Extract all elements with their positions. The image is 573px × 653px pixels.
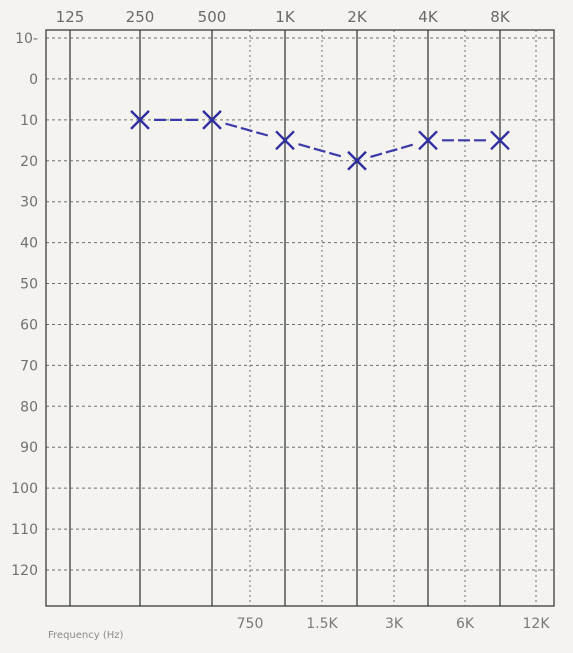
series-layer bbox=[130, 109, 510, 171]
marker-stroke-b bbox=[202, 109, 222, 130]
series-0-segment-3 bbox=[370, 143, 415, 158]
tick-label-bottom-1-5k: 1.5K bbox=[306, 616, 338, 632]
tick-label-bottom-750: 750 bbox=[237, 616, 264, 632]
data-point-marker-1k bbox=[275, 130, 295, 151]
tick-label-db-1: 0 bbox=[29, 72, 38, 88]
data-point-marker-4k bbox=[418, 130, 438, 151]
marker-stroke-b bbox=[130, 109, 150, 130]
tick-label-top-4k: 4K bbox=[418, 8, 439, 26]
tick-label-db-13: 120 bbox=[11, 563, 38, 579]
tick-label-top-250: 250 bbox=[126, 8, 155, 26]
data-point-marker-8k bbox=[490, 130, 510, 151]
tick-label-db-2: 10 bbox=[20, 113, 38, 129]
tick-label-db-0: 10- bbox=[15, 31, 38, 47]
tick-labels: 125 250 500 1K 2K 4K 8K 750 1.5K 3K 6K 12K 10- 0 10 20 3… bbox=[11, 8, 550, 632]
tick-label-top-125: 125 bbox=[56, 8, 85, 26]
tick-label-db-10: 90 bbox=[20, 440, 38, 456]
tick-label-bottom-3k: 3K bbox=[385, 616, 404, 632]
tick-label-db-7: 60 bbox=[20, 317, 38, 333]
tick-label-bottom-6k: 6K bbox=[456, 616, 475, 632]
series-0-segment-2 bbox=[298, 143, 344, 159]
marker-stroke-b bbox=[418, 130, 438, 151]
data-point-marker-2k bbox=[347, 150, 367, 171]
marker-stroke-b bbox=[490, 130, 510, 151]
tick-label-db-3: 20 bbox=[20, 154, 38, 170]
tick-label-db-12: 110 bbox=[11, 522, 38, 538]
tick-label-db-11: 100 bbox=[11, 481, 38, 497]
grid-layer bbox=[46, 30, 554, 606]
data-point-marker-500 bbox=[202, 109, 222, 130]
tick-label-db-8: 70 bbox=[20, 358, 38, 374]
tick-label-db-4: 30 bbox=[20, 195, 38, 211]
plot-area-frame bbox=[45, 29, 555, 607]
tick-label-bottom-12k: 12K bbox=[523, 616, 551, 632]
marker-stroke-b bbox=[347, 150, 367, 171]
tick-label-top-1k: 1K bbox=[275, 8, 296, 26]
tick-label-db-9: 80 bbox=[20, 399, 38, 415]
series-0-segment-1 bbox=[225, 122, 272, 138]
tick-label-db-5: 40 bbox=[20, 236, 38, 252]
tick-label-top-2k: 2K bbox=[347, 8, 368, 26]
tick-label-db-6: 50 bbox=[20, 277, 38, 293]
x-axis-label: Frequency (Hz) bbox=[48, 630, 124, 641]
tick-label-top-8k: 8K bbox=[490, 8, 511, 26]
data-point-marker-250 bbox=[130, 109, 150, 130]
tick-label-top-500: 500 bbox=[198, 8, 227, 26]
marker-stroke-b bbox=[275, 130, 295, 151]
